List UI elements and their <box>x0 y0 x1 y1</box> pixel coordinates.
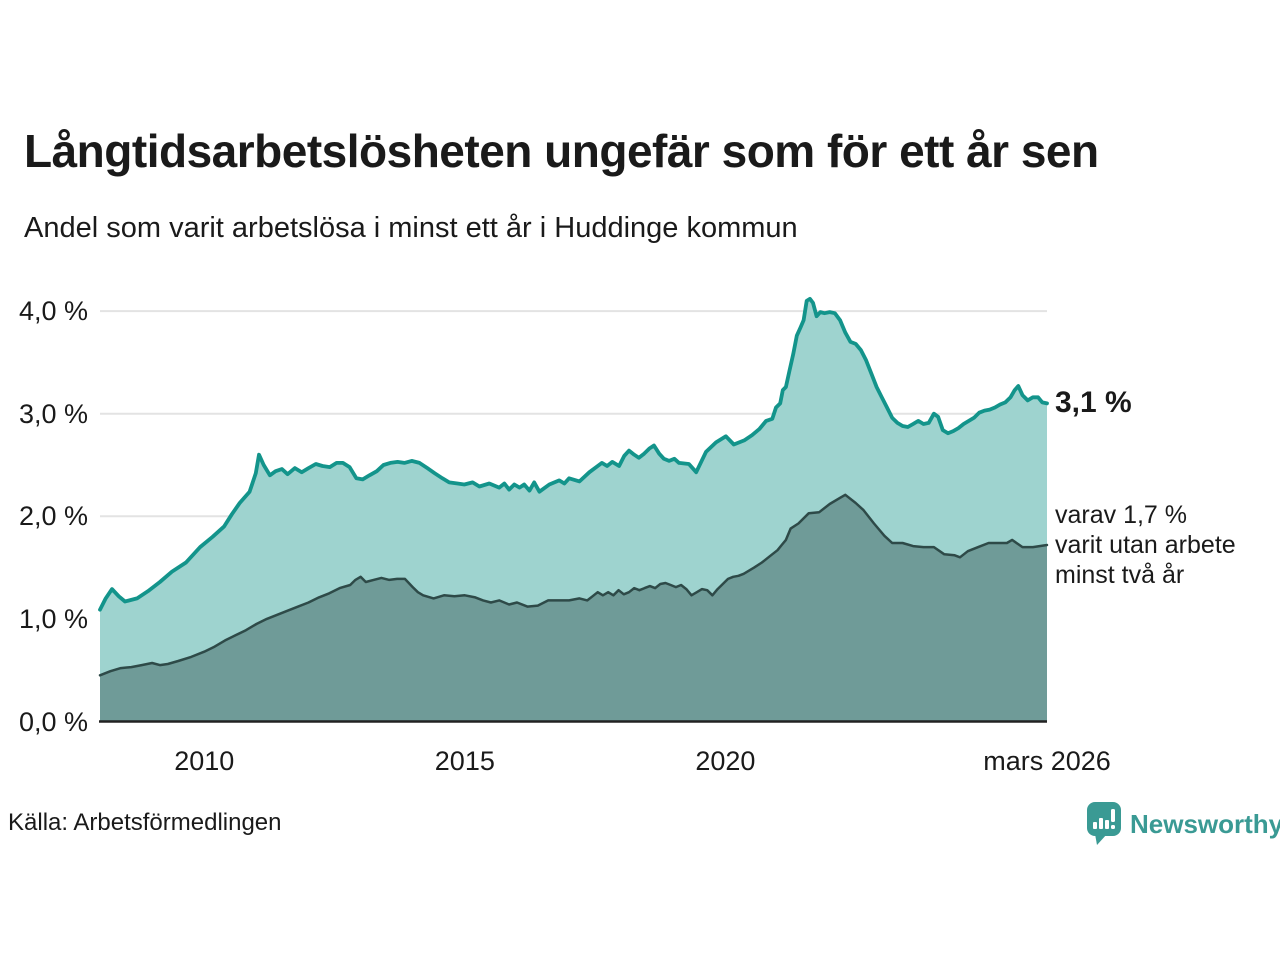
two-year-series-annotation: varav 1,7 % varit utan arbete minst två … <box>1055 500 1236 590</box>
x-tick-label: 2015 <box>434 746 495 776</box>
brand-name: Newsworthy <box>1130 808 1280 839</box>
annotation-line: minst två år <box>1055 561 1185 590</box>
annotation-line: varav 1,7 % <box>1055 501 1188 530</box>
y-tick-label: 4,0 % <box>18 296 88 327</box>
chart-subtitle: Andel som varit arbetslösa i minst ett å… <box>24 212 798 244</box>
bar-chart-speech-bubble-icon <box>1087 802 1121 845</box>
series-total-line <box>98 296 1049 612</box>
series-end-value-label: 3,1 % <box>1055 386 1132 420</box>
x-tick-label: 2010 <box>174 746 235 776</box>
y-tick-label: 1,0 % <box>18 603 88 634</box>
series-two-year-area <box>100 494 1047 722</box>
source-text: Källa: Arbetsförmedlingen <box>8 809 282 836</box>
y-tick-label: 0,0 % <box>18 706 88 737</box>
page-title: Långtidsarbetslösheten ungefär som för e… <box>24 125 1099 177</box>
annotation-line: varit utan arbete <box>1055 531 1236 560</box>
x-tick-label: mars 2026 <box>983 746 1111 776</box>
y-tick-label: 2,0 % <box>18 501 88 532</box>
series-two-year-line <box>98 493 1049 677</box>
newsworthy-logo: Newsworthy <box>1086 800 1280 848</box>
x-tick-label: 2020 <box>695 746 756 776</box>
y-tick-label: 3,0 % <box>18 398 88 429</box>
